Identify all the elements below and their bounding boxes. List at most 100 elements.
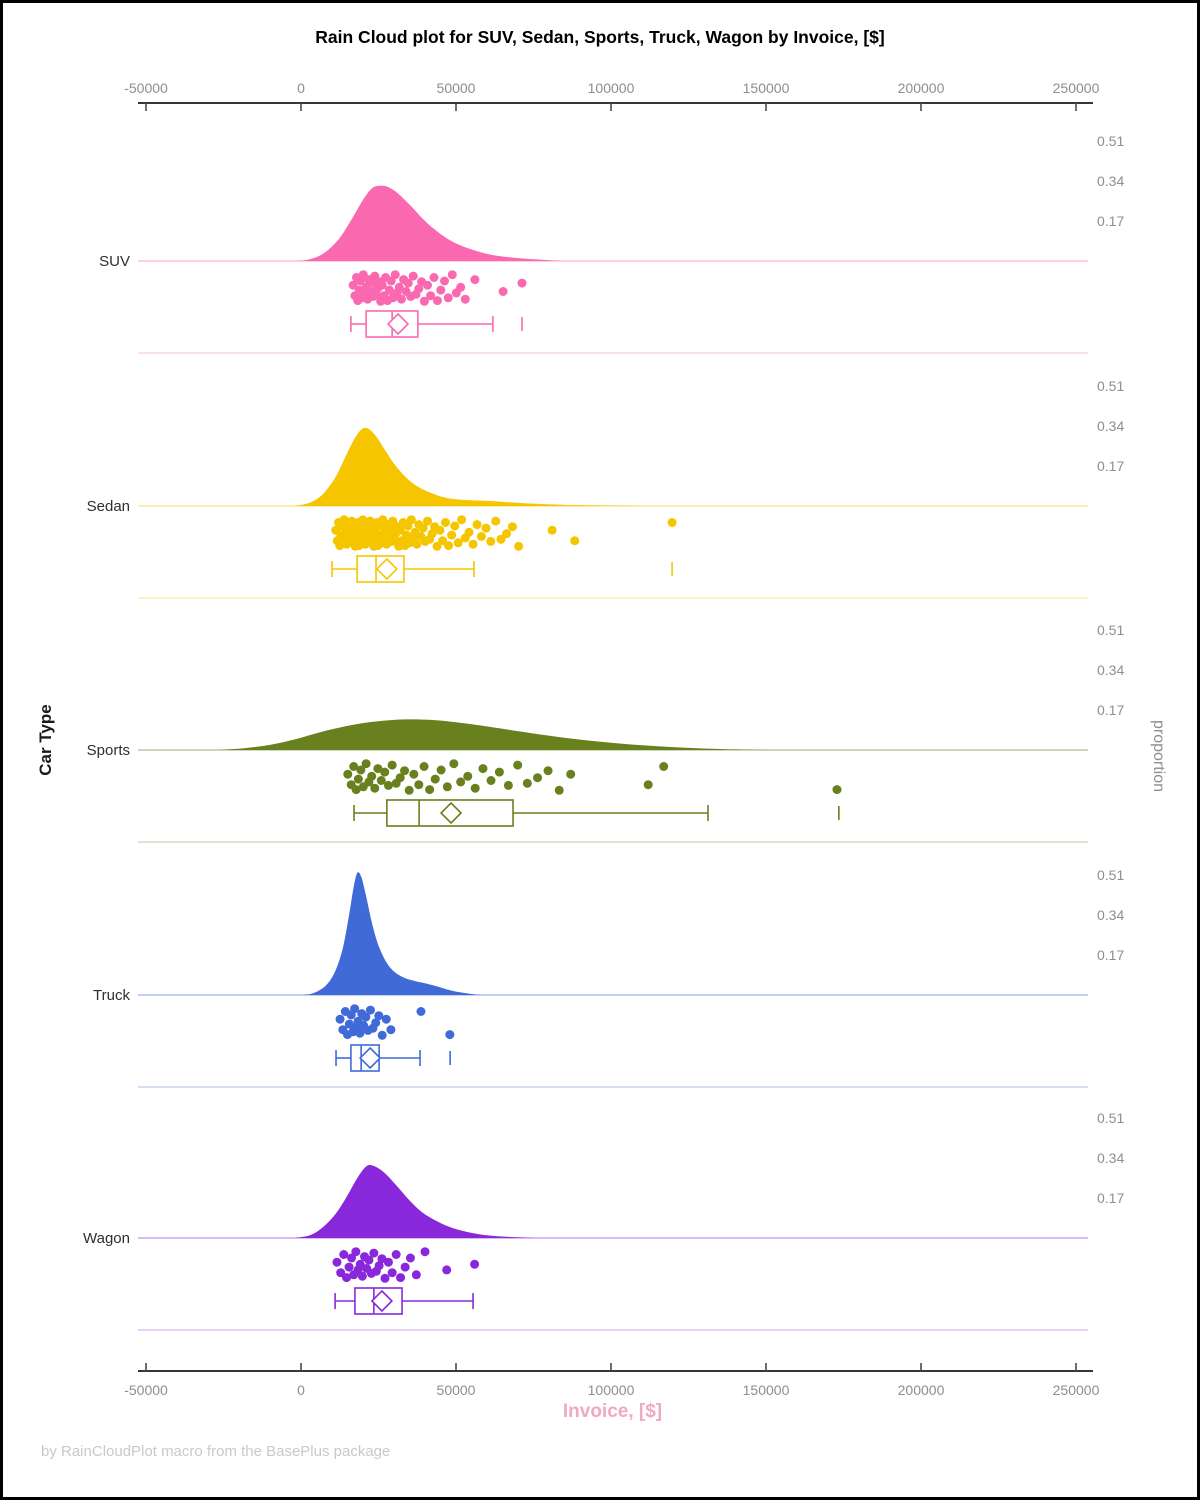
- data-point: [414, 780, 424, 790]
- data-point: [373, 764, 383, 774]
- proportion-tick-label: 0.51: [1097, 133, 1124, 149]
- data-point: [422, 516, 432, 526]
- data-point: [376, 776, 386, 785]
- data-point: [381, 1014, 391, 1024]
- panel-wagon: 0.51 0.34 0.17 Wagon: [83, 1110, 1124, 1331]
- data-point: [384, 285, 394, 295]
- data-point: [403, 278, 413, 288]
- data-point: [336, 1268, 346, 1278]
- data-point: [426, 291, 436, 301]
- data-point: [494, 767, 504, 777]
- axis-tick-label: 0: [297, 1382, 305, 1398]
- data-point: [332, 1257, 342, 1267]
- axis-tick-label: 0: [297, 80, 305, 96]
- data-point: [369, 1248, 379, 1258]
- data-point: [400, 766, 410, 776]
- data-point: [427, 529, 437, 539]
- data-point: [380, 1273, 390, 1283]
- data-point: [353, 774, 363, 784]
- data-point: [513, 760, 523, 770]
- boxplot-sedan: [331, 555, 673, 583]
- data-point: [496, 534, 506, 544]
- data-point: [383, 780, 393, 790]
- data-point: [478, 764, 488, 774]
- data-point: [355, 1028, 365, 1038]
- data-point: [460, 294, 470, 304]
- bottom-x-axis: -50000 0 50000 100000 150000 200000 250000: [124, 1363, 1100, 1398]
- data-point: [350, 1004, 360, 1014]
- data-point: [430, 774, 440, 784]
- density-truck: [302, 872, 481, 995]
- axis-tick-label: 50000: [437, 1382, 476, 1398]
- boxplot-suv: [350, 310, 523, 338]
- data-point: [463, 771, 473, 781]
- density-sports: [217, 719, 773, 750]
- data-point: [470, 783, 480, 793]
- axis-tick-label: 250000: [1053, 80, 1100, 96]
- top-x-axis: -50000 0 50000 100000 150000 200000 250000: [124, 80, 1100, 111]
- data-point: [486, 536, 496, 546]
- mean-diamond: [358, 1046, 382, 1070]
- category-label-sedan: Sedan: [87, 498, 130, 515]
- data-point: [440, 276, 450, 286]
- data-point: [371, 1018, 381, 1028]
- panel-sports: 0.51 0.34 0.17 Sports: [87, 622, 1124, 843]
- data-point: [365, 1005, 375, 1015]
- data-point: [570, 536, 580, 546]
- data-point: [543, 766, 553, 776]
- data-point: [380, 767, 390, 777]
- axis-tick-label: 100000: [588, 1382, 635, 1398]
- data-point: [468, 539, 478, 549]
- proportion-tick-label: 0.51: [1097, 1110, 1124, 1126]
- chart-title: Rain Cloud plot for SUV, Sedan, Sports, …: [315, 27, 885, 47]
- y-axis-title: Car Type: [36, 704, 55, 776]
- data-point: [416, 1007, 426, 1016]
- data-point: [355, 1259, 365, 1269]
- data-point: [438, 536, 448, 546]
- data-point: [367, 771, 377, 781]
- data-point: [404, 785, 414, 795]
- data-point: [432, 541, 442, 551]
- data-point: [361, 759, 371, 769]
- data-point: [374, 1261, 384, 1271]
- data-point: [391, 1250, 401, 1259]
- data-point: [394, 282, 404, 292]
- data-point: [344, 1262, 354, 1272]
- proportion-tick-label: 0.51: [1097, 867, 1124, 883]
- mean-diamond: [386, 312, 410, 336]
- data-point: [339, 1250, 349, 1259]
- data-point: [476, 532, 486, 541]
- data-point: [370, 783, 380, 793]
- data-point: [456, 777, 466, 787]
- data-point: [432, 296, 442, 306]
- mean-diamond: [370, 1289, 394, 1313]
- data-point: [659, 762, 669, 771]
- category-label-truck: Truck: [93, 987, 130, 1004]
- data-point: [385, 523, 395, 533]
- data-point: [442, 782, 452, 792]
- data-point: [395, 525, 405, 535]
- panel-truck: 0.51 0.34 0.17 Truck: [93, 867, 1124, 1088]
- mean-diamond: [439, 801, 463, 825]
- data-point: [832, 785, 842, 795]
- data-point: [422, 280, 432, 290]
- proportion-tick-label: 0.34: [1097, 418, 1124, 434]
- data-point: [396, 1273, 406, 1283]
- boxplot-sports: [353, 799, 840, 827]
- data-point: [464, 527, 474, 537]
- density-suv: [291, 185, 565, 261]
- data-point: [481, 523, 491, 533]
- scatter-sedan: [331, 515, 677, 551]
- proportion-tick-label: 0.17: [1097, 458, 1124, 474]
- data-point: [435, 525, 445, 535]
- data-point: [347, 1253, 357, 1263]
- data-point: [425, 785, 435, 795]
- proportion-tick-label: 0.34: [1097, 173, 1124, 189]
- axis-tick-label: 250000: [1053, 1382, 1100, 1398]
- category-label-wagon: Wagon: [83, 1230, 130, 1247]
- data-point: [383, 1257, 393, 1267]
- proportion-tick-label: 0.17: [1097, 213, 1124, 229]
- proportion-tick-label: 0.34: [1097, 1150, 1124, 1166]
- data-point: [349, 762, 359, 771]
